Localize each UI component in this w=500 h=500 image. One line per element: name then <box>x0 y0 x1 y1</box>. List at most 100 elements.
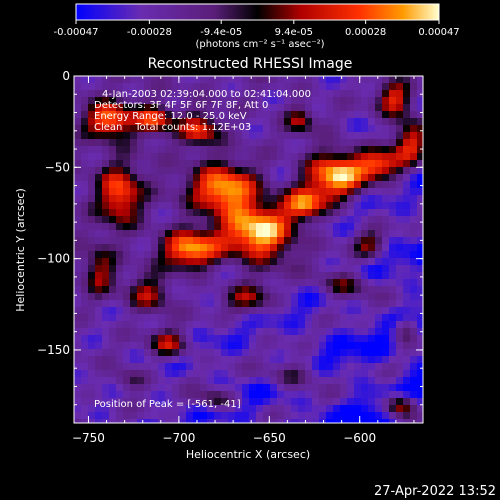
heatmap-cell <box>277 223 285 231</box>
heatmap-cell <box>277 174 285 182</box>
heatmap-cell <box>88 139 96 147</box>
heatmap-cell <box>172 377 180 385</box>
heatmap-cell <box>256 118 264 126</box>
heatmap-cell <box>116 384 124 392</box>
heatmap-cell <box>144 356 152 364</box>
heatmap-cell <box>186 328 194 336</box>
heatmap-cell <box>417 209 423 217</box>
heatmap-cell <box>389 132 397 140</box>
heatmap-cell <box>347 181 355 189</box>
heatmap-cell <box>186 216 194 224</box>
heatmap-cell <box>305 349 313 357</box>
heatmap-cell <box>298 349 306 357</box>
heatmap-cell <box>81 286 89 294</box>
heatmap-cell <box>130 279 138 287</box>
heatmap-cell <box>340 104 348 112</box>
heatmap-cell <box>270 342 278 350</box>
heatmap-cell <box>389 398 397 406</box>
heatmap-cell <box>305 83 313 91</box>
heatmap-cell <box>214 97 222 105</box>
heatmap-cell <box>277 97 285 105</box>
heatmap-cell <box>158 167 166 175</box>
heatmap-cell <box>375 97 383 105</box>
heatmap-cell <box>172 279 180 287</box>
heatmap-cell <box>382 223 390 231</box>
heatmap-cell <box>144 104 152 112</box>
heatmap-cell <box>277 286 285 294</box>
heatmap-cell <box>123 307 131 315</box>
heatmap-cell <box>382 412 390 420</box>
heatmap-cell <box>88 83 96 91</box>
heatmap-cell <box>354 167 362 175</box>
heatmap-cell <box>207 83 215 91</box>
heatmap-cell <box>102 391 110 399</box>
heatmap-cell <box>172 188 180 196</box>
heatmap-cell <box>172 202 180 210</box>
heatmap-cell <box>207 153 215 161</box>
heatmap-cell <box>389 188 397 196</box>
heatmap-cell <box>207 125 215 133</box>
heatmap-cell <box>354 251 362 259</box>
heatmap-cell <box>291 328 299 336</box>
colorbar: -0.00047 -0.00028 -9.4e-05 9.4e-05 0.00028 0.… <box>54 3 460 50</box>
heatmap-cell <box>333 377 341 385</box>
heatmap-cell <box>312 356 320 364</box>
heatmap-cell <box>326 195 334 203</box>
heatmap-cell <box>242 216 250 224</box>
heatmap-cell <box>88 237 96 245</box>
heatmap-cell <box>165 377 173 385</box>
heatmap-cell <box>319 349 327 357</box>
heatmap-cell <box>368 97 376 105</box>
heatmap-cell <box>186 125 194 133</box>
heatmap-cell <box>228 202 236 210</box>
heatmap-cell <box>403 230 411 238</box>
heatmap-cell <box>95 370 103 378</box>
heatmap-cell <box>340 209 348 217</box>
heatmap-cell <box>200 244 208 252</box>
heatmap-cell <box>396 370 404 378</box>
heatmap-cell <box>375 174 383 182</box>
heatmap-cell <box>298 188 306 196</box>
heatmap-cell <box>193 97 201 105</box>
heatmap-cell <box>109 328 117 336</box>
heatmap-cell <box>207 111 215 119</box>
heatmap-cell <box>88 153 96 161</box>
heatmap-cell <box>165 90 173 98</box>
heatmap-cell <box>228 419 236 423</box>
heatmap-cell <box>298 307 306 315</box>
heatmap-cell <box>284 279 292 287</box>
heatmap-cell <box>417 321 423 329</box>
heatmap-cell <box>235 419 243 423</box>
heatmap-cell <box>116 363 124 371</box>
heatmap-cell <box>81 328 89 336</box>
heatmap-cell <box>354 230 362 238</box>
heatmap-cell <box>214 405 222 413</box>
heatmap-cell <box>249 160 257 168</box>
heatmap-cell <box>144 293 152 301</box>
heatmap-cell <box>221 279 229 287</box>
heatmap-cell <box>165 356 173 364</box>
heatmap-cell <box>417 167 423 175</box>
heatmap-cell <box>193 307 201 315</box>
heatmap-cell <box>228 363 236 371</box>
heatmap-cell <box>144 279 152 287</box>
heatmap-cell <box>298 97 306 105</box>
heatmap-cell <box>270 76 278 84</box>
heatmap-cell <box>221 153 229 161</box>
heatmap-cell <box>326 279 334 287</box>
heatmap-cell <box>81 216 89 224</box>
heatmap-cell <box>165 307 173 315</box>
heatmap-cell <box>95 265 103 273</box>
heatmap-cell <box>249 293 257 301</box>
heatmap-cell <box>158 279 166 287</box>
heatmap-cell <box>88 377 96 385</box>
heatmap-cell <box>214 384 222 392</box>
heatmap-cell <box>389 335 397 343</box>
heatmap-cell <box>263 251 271 259</box>
heatmap-cell <box>74 251 82 259</box>
heatmap-cell <box>291 391 299 399</box>
heatmap-cell <box>74 286 82 294</box>
heatmap-cell <box>249 300 257 308</box>
heatmap-cell <box>312 342 320 350</box>
heatmap-cell <box>319 174 327 182</box>
